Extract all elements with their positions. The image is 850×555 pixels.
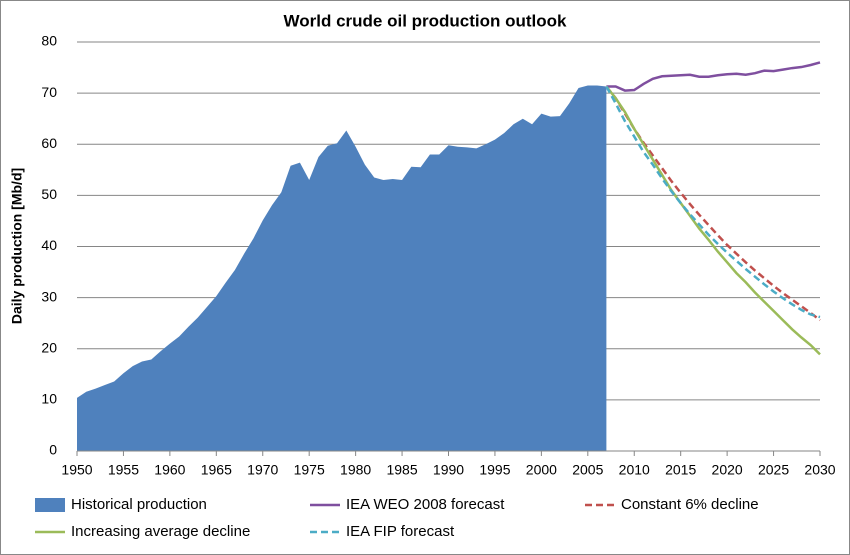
x-tick-label: 2005 [572,462,603,478]
line [605,85,821,322]
x-tick-label: 2020 [712,462,743,478]
x-tick-label: 1955 [108,462,139,478]
x-tick-label: 1965 [201,462,232,478]
x-tick-label: 2015 [665,462,696,478]
x-tick-label: 1980 [340,462,371,478]
x-tick-label: 1960 [154,462,185,478]
y-tick-label: 10 [41,391,57,407]
y-tick-label: 80 [41,33,57,49]
legend-label: Constant 6% decline [621,496,759,513]
y-tick-label: 20 [41,339,57,355]
y-tick-label: 50 [41,186,57,202]
x-tick-label: 1975 [294,462,325,478]
y-tick-label: 0 [49,442,57,458]
legend-label: Increasing average decline [71,523,250,540]
y-tick-label: 60 [41,135,57,151]
x-tick-label: 2000 [526,462,557,478]
chart-title: World crude oil production outlook [284,11,568,30]
y-axis-label: Daily production [Mb/d] [9,168,25,324]
x-tick-label: 1995 [479,462,510,478]
y-tick-label: 40 [41,237,57,253]
legend-label: IEA WEO 2008 forecast [346,496,505,513]
legend-label: IEA FIP forecast [346,523,455,540]
y-tick-label: 70 [41,84,57,100]
x-tick-label: 2030 [804,462,835,478]
y-tick-label: 30 [41,288,57,304]
x-tick-label: 2010 [619,462,650,478]
x-tick-label: 1985 [386,462,417,478]
line [605,85,821,356]
legend-label: Historical production [71,496,207,513]
x-tick-label: 1990 [433,462,464,478]
x-tick-label: 1950 [61,462,92,478]
area [77,85,607,452]
x-tick-label: 1970 [247,462,278,478]
legend-swatch [35,498,65,512]
x-tick-label: 2025 [758,462,789,478]
line [606,61,821,92]
line [605,85,821,319]
